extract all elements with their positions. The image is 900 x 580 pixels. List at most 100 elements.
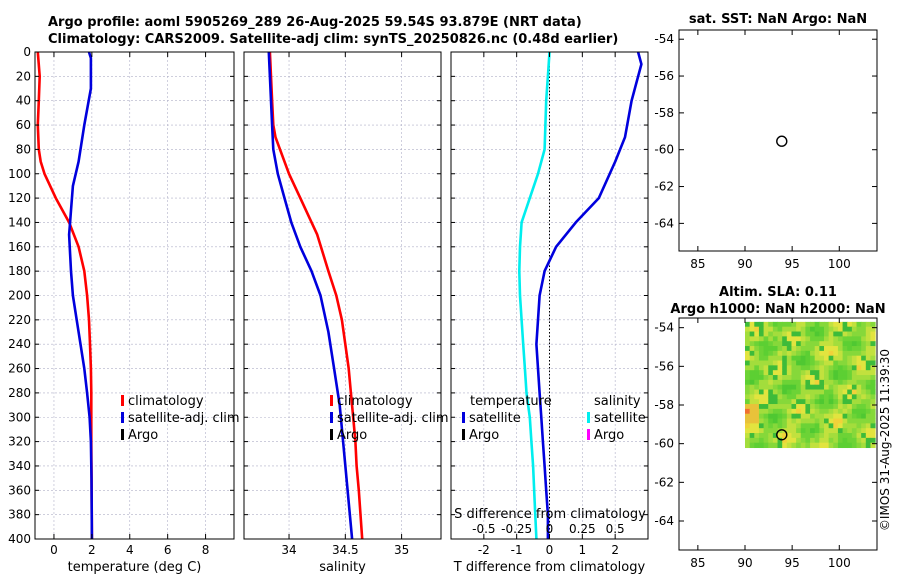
sla_map-heatmap-cell (800, 350, 806, 357)
sla_map-xtick-label: 95 (785, 556, 800, 570)
sla_map-heatmap-cell (828, 389, 834, 395)
sla_map-heatmap-cell (763, 341, 769, 347)
sla_map-heatmap-cell (819, 413, 825, 420)
sla_map-heatmap-cell (810, 442, 816, 449)
sla_map-heatmap-cell (791, 341, 797, 347)
difference-s-tick-label: -0.25 (501, 522, 532, 536)
sla_map-heatmap-cell (842, 379, 848, 386)
sla_map-heatmap-cell (791, 384, 797, 391)
sla_map-heatmap-cell (833, 331, 839, 337)
sla_map-heatmap-cell (763, 384, 769, 391)
sst_map-argo-marker (776, 135, 788, 147)
sla_map-heatmap-cell (810, 399, 816, 405)
sla_map-heatmap-cell (796, 418, 802, 424)
sla_map-heatmap-cell (861, 375, 867, 381)
sla_map-heatmap-cell (837, 399, 844, 405)
sla_map-heatmap-cell (800, 384, 806, 391)
sla_map-heatmap-cell (800, 433, 806, 439)
sla_map-heatmap-cell (782, 399, 788, 405)
sla_map-heatmap-cell (810, 355, 816, 362)
sla_map-heatmap-cell (856, 418, 862, 424)
sla_map-heatmap-cell (786, 341, 792, 347)
sla_map-heatmap-cell (856, 379, 862, 386)
sla_map-heatmap-cell (796, 365, 802, 371)
sla_map-heatmap-cell (847, 389, 853, 395)
sla_map-heatmap-cell (851, 394, 858, 400)
sla_map-heatmap-cell (772, 413, 779, 420)
sla_map-heatmap-cell (745, 346, 751, 352)
sla_map-heatmap-cell (805, 321, 811, 328)
sla_map-heatmap-cell (758, 408, 765, 415)
sla_map-heatmap-cell (828, 350, 834, 357)
temperature-ytick-label: 180 (8, 264, 31, 278)
sla_map-heatmap-cell (847, 379, 853, 386)
sla_map-heatmap-cell (842, 370, 848, 376)
figure-title-line1: Argo profile: aoml 5905269_289 26-Aug-20… (48, 15, 582, 30)
temperature-ytick-label: 60 (16, 118, 31, 132)
sla_map-heatmap-cell (837, 360, 844, 366)
sla_map-heatmap-cell (819, 384, 825, 391)
sla_map-heatmap-cell (772, 437, 779, 444)
sla_map-heatmap-cell (786, 375, 792, 381)
sla_map-heatmap-cell (758, 321, 765, 328)
sla_map-heatmap-cell (814, 321, 820, 328)
sla_map-heatmap-cell (796, 384, 802, 391)
sla_map-heatmap-cell (749, 360, 755, 366)
sla_map-heatmap-cell (791, 375, 797, 381)
sla_map-heatmap-cell (768, 384, 774, 391)
sla_map-heatmap-cell (837, 394, 844, 400)
sla_map-heatmap-cell (824, 355, 830, 362)
sla_map-heatmap-cell (786, 404, 792, 410)
sla_map-heatmap-cell (837, 423, 844, 429)
sla_map-ytick-label: -56 (654, 359, 674, 373)
sla_map-heatmap-cell (796, 360, 802, 366)
sla_map-heatmap-cell (810, 404, 816, 410)
sla_map-heatmap-cell (851, 408, 858, 415)
sla_map-heatmap-cell (861, 394, 867, 400)
sst_map-frame (678, 29, 878, 252)
sla_map-heatmap-cell (851, 370, 858, 376)
sla_map-heatmap-cell (856, 413, 862, 420)
sla_map-heatmap-cell (847, 360, 853, 366)
sla_map-heatmap-cell (819, 341, 825, 347)
sla_map-heatmap-cell (786, 355, 792, 362)
sla_map-heatmap-cell (833, 360, 839, 366)
sla_map-heatmap-cell (777, 408, 783, 415)
sla_map-heatmap-cell (791, 321, 797, 328)
sla_map-heatmap-cell (870, 350, 876, 357)
sla_map-heatmap-cell (851, 404, 858, 410)
sla_map-heatmap-cell (810, 389, 816, 395)
sla_map-heatmap-cell (814, 384, 820, 391)
sla_map-heatmap-cell (800, 375, 806, 381)
temperature-ytick-label: 20 (16, 69, 31, 83)
sla_map-heatmap-cell (800, 370, 806, 376)
sla_map-heatmap-cell (856, 428, 862, 434)
sla_map-heatmap-cell (824, 370, 830, 376)
sla_map-heatmap-cell (805, 389, 811, 395)
sla_map-heatmap-cell (786, 350, 792, 357)
sla_map-heatmap-cell (865, 442, 871, 449)
sla_map-heatmap-cell (865, 428, 871, 434)
sla_map-heatmap-cell (870, 336, 876, 342)
sla_map-heatmap-cell (819, 350, 825, 357)
sla_map-heatmap-cell (754, 365, 760, 371)
sla_map-heatmap-cell (870, 404, 876, 410)
sst_map-ytick-label: -60 (654, 143, 674, 157)
sla_map-heatmap-cell (800, 360, 806, 366)
sla_map-heatmap-cell (805, 423, 811, 429)
sla_map-heatmap-cell (819, 360, 825, 366)
temperature-ytick-label: 40 (16, 94, 31, 108)
sla_map-heatmap-cell (763, 375, 769, 381)
sla_map-heatmap-cell (842, 365, 848, 371)
sla_map-heatmap-cell (824, 389, 830, 395)
sla_map-heatmap-cell (819, 336, 825, 342)
sla_map-heatmap-cell (745, 394, 751, 400)
sla_map-heatmap-cell (814, 418, 820, 424)
sla_map-heatmap-cell (810, 321, 816, 328)
sla_map-heatmap-cell (772, 350, 779, 357)
sla_map-heatmap-cell (777, 326, 783, 333)
temperature-ytick-label: 200 (8, 289, 31, 303)
sla_map-heatmap-cell (768, 370, 774, 376)
sla_map-heatmap-cell (786, 433, 792, 439)
sla_map-heatmap-cell (828, 360, 834, 366)
